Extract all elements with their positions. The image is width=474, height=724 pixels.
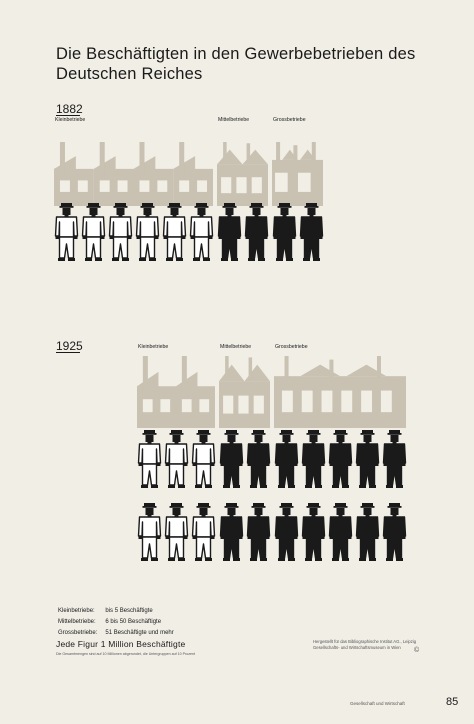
worker-figure-icon	[244, 203, 269, 261]
worker-figure-icon	[328, 430, 353, 488]
worker-figure-icon	[137, 430, 162, 488]
worker-figure-icon	[191, 430, 216, 488]
category-label: Kleinbetriebe	[138, 344, 168, 350]
category-label: Grossbetriebe	[275, 344, 308, 350]
worker-figure-icon	[328, 503, 353, 561]
category-label: Kleinbetriebe	[55, 117, 85, 123]
category-label: Mittelbetriebe	[218, 117, 249, 123]
unit-note: Jede Figur 1 Million Beschäftigte	[56, 639, 186, 649]
worker-figure-icon	[137, 503, 162, 561]
worker-figure-icon	[164, 430, 189, 488]
worker-figure-icon	[301, 503, 326, 561]
worker-figure-icon	[274, 430, 299, 488]
worker-figure-icon	[246, 503, 271, 561]
legend-label: Grossbetriebe:	[58, 630, 98, 636]
worker-figure-icon	[382, 430, 407, 488]
page-number: 85	[446, 696, 459, 708]
worker-figure-icon	[108, 203, 133, 261]
factory-large-icon	[272, 142, 323, 206]
legend-label: Kleinbetriebe:	[58, 608, 95, 614]
publisher-line: Hergestellt für das Bibliographische Ins…	[313, 639, 417, 644]
factory-small-icon	[137, 356, 215, 428]
worker-figure-icon	[301, 430, 326, 488]
worker-figure-icon	[191, 503, 216, 561]
legend-row: Mittelbetriebe: 6 bis 50 Beschäftigte	[58, 618, 180, 627]
category-label: Grossbetriebe	[273, 117, 306, 123]
worker-figure-icon	[299, 203, 324, 261]
worker-figure-icon	[355, 430, 380, 488]
worker-figure-icon	[355, 503, 380, 561]
legend-row: Grossbetriebe: 51 Beschäftigte und mehr	[58, 629, 180, 638]
factory-medium-icon	[219, 356, 270, 428]
worker-figure-icon	[164, 503, 189, 561]
legend-value: 51 Beschäftigte und mehr	[105, 630, 174, 636]
copyright-mark: ©	[414, 647, 420, 654]
factory-medium-icon	[217, 142, 268, 206]
worker-figure-icon	[162, 203, 187, 261]
legend-value: bis 5 Beschäftigte	[105, 608, 153, 614]
worker-figure-icon	[246, 430, 271, 488]
worker-figure-icon	[189, 203, 214, 261]
worker-figure-icon	[135, 203, 160, 261]
worker-figure-icon	[219, 503, 244, 561]
legend-row: Kleinbetriebe: bis 5 Beschäftigte	[58, 607, 180, 616]
year-label: 1882	[56, 102, 83, 116]
worker-figure-icon	[217, 203, 242, 261]
factory-large-icon	[274, 356, 406, 428]
legend-label: Mittelbetriebe:	[58, 619, 96, 625]
worker-figure-icon	[382, 503, 407, 561]
legend-value: 6 bis 50 Beschäftigte	[105, 619, 162, 625]
worker-figure-icon	[219, 430, 244, 488]
year-label: 1925	[56, 339, 83, 353]
factory-small-icon	[54, 142, 213, 206]
footnote: Die Gesamtmengen sind auf 10 Millionen a…	[56, 652, 196, 656]
publisher-credit: Hergestellt für das Bibliographische Ins…	[313, 639, 433, 651]
publisher-line: Gesellschafts- und Wirtschaftsmuseum in …	[313, 645, 401, 650]
category-label: Mittelbetriebe	[220, 344, 251, 350]
worker-figure-icon	[81, 203, 106, 261]
worker-figure-icon	[274, 503, 299, 561]
footer-text: Gesellschaft und Wirtschaft	[350, 701, 405, 706]
legend: Kleinbetriebe: bis 5 Beschäftigte Mittelb…	[56, 605, 182, 640]
page-title: Die Beschäftigten in den Gewerbebetriebe…	[56, 45, 416, 83]
worker-figure-icon	[54, 203, 79, 261]
worker-figure-icon	[272, 203, 297, 261]
